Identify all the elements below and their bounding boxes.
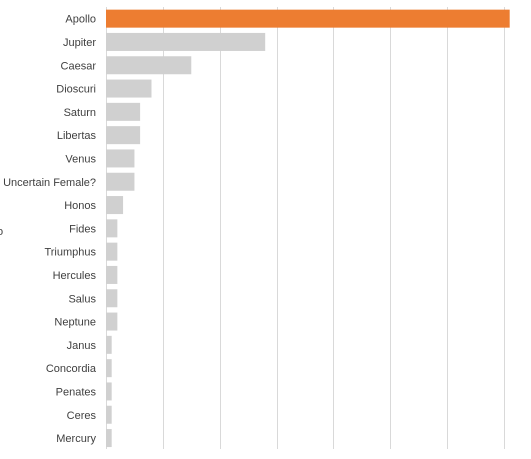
bar-neptune: [106, 312, 118, 331]
bar-concordia: [106, 359, 112, 378]
clipped-edge-text: o: [0, 226, 3, 238]
category-label: Hercules: [53, 270, 97, 282]
bar-janus: [106, 335, 112, 354]
category-label: Fides: [69, 223, 96, 235]
category-label: Neptune: [54, 317, 96, 329]
bar-caesar: [106, 56, 192, 75]
bar-mercury: [106, 429, 112, 448]
category-label: Ceres: [67, 410, 97, 422]
bar-honos: [106, 196, 124, 215]
bars: [106, 9, 510, 448]
bar-apollo: [106, 9, 510, 28]
category-label: Triumphus: [44, 247, 96, 259]
bar-salus: [106, 289, 118, 308]
category-label: Jupiter: [63, 37, 96, 49]
bar-libertas: [106, 126, 141, 145]
bar-saturn: [106, 102, 141, 121]
category-label: Apollo: [65, 14, 96, 26]
category-label: Caesar: [61, 60, 97, 72]
bar-jupiter: [106, 32, 266, 51]
category-label: Salus: [68, 293, 96, 305]
category-label: Janus: [67, 340, 97, 352]
bar-dioscuri: [106, 79, 152, 98]
gridlines: [106, 7, 505, 449]
bar-hercules: [106, 265, 118, 284]
bar-penates: [106, 382, 112, 401]
category-label: Libertas: [57, 130, 97, 142]
category-label: Dioscuri: [56, 84, 96, 96]
category-labels: Apollo Jupiter Caesar Dioscuri Saturn Liberta…: [3, 14, 97, 445]
category-label: Uncertain Female?: [3, 177, 96, 189]
category-label: Mercury: [56, 433, 96, 445]
category-label: Honos: [64, 200, 96, 212]
bar-ceres: [106, 405, 112, 424]
bar-triumphus: [106, 242, 118, 261]
category-label: Venus: [65, 153, 96, 165]
category-label: Concordia: [46, 363, 97, 375]
bar-fides: [106, 219, 118, 238]
bar-uncertain-female: [106, 172, 135, 191]
bar-venus: [106, 149, 135, 168]
category-label: Saturn: [64, 107, 96, 119]
category-label: Penates: [56, 386, 97, 398]
